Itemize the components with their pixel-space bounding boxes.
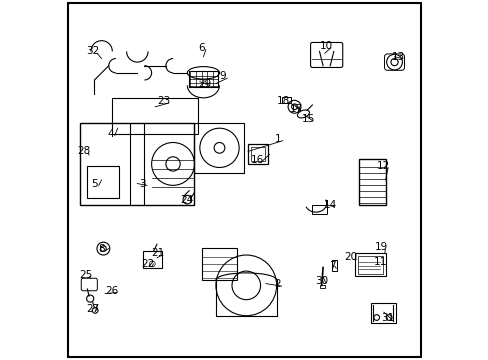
Text: 11: 11 bbox=[373, 257, 386, 267]
Text: 1: 1 bbox=[275, 134, 281, 144]
Text: 20: 20 bbox=[344, 252, 357, 262]
Text: 27: 27 bbox=[86, 303, 99, 314]
Text: 8: 8 bbox=[98, 244, 105, 253]
Text: 7: 7 bbox=[328, 261, 335, 271]
Text: 14: 14 bbox=[323, 200, 336, 210]
Text: 22: 22 bbox=[141, 259, 154, 269]
Text: 31: 31 bbox=[380, 312, 393, 323]
Text: 16: 16 bbox=[250, 156, 263, 165]
Text: 5: 5 bbox=[91, 179, 98, 189]
Text: 13: 13 bbox=[391, 52, 404, 62]
Text: 24: 24 bbox=[180, 195, 193, 204]
Text: 32: 32 bbox=[86, 46, 99, 57]
Text: 4: 4 bbox=[107, 129, 114, 139]
Text: 17: 17 bbox=[289, 104, 302, 113]
Text: 28: 28 bbox=[77, 147, 90, 157]
Text: 18: 18 bbox=[277, 96, 290, 107]
Text: 3: 3 bbox=[139, 179, 146, 189]
Text: 15: 15 bbox=[302, 114, 315, 124]
Text: 26: 26 bbox=[105, 286, 119, 296]
Text: 9: 9 bbox=[219, 71, 226, 81]
Text: 30: 30 bbox=[314, 276, 327, 286]
Text: 21: 21 bbox=[151, 248, 164, 258]
Text: 12: 12 bbox=[376, 161, 389, 171]
Text: 25: 25 bbox=[79, 270, 92, 280]
Text: 23: 23 bbox=[157, 96, 170, 107]
Text: 10: 10 bbox=[320, 41, 332, 51]
Text: 19: 19 bbox=[374, 242, 387, 252]
Text: 29: 29 bbox=[198, 78, 211, 89]
Text: 2: 2 bbox=[273, 279, 280, 289]
Text: 6: 6 bbox=[198, 43, 204, 53]
